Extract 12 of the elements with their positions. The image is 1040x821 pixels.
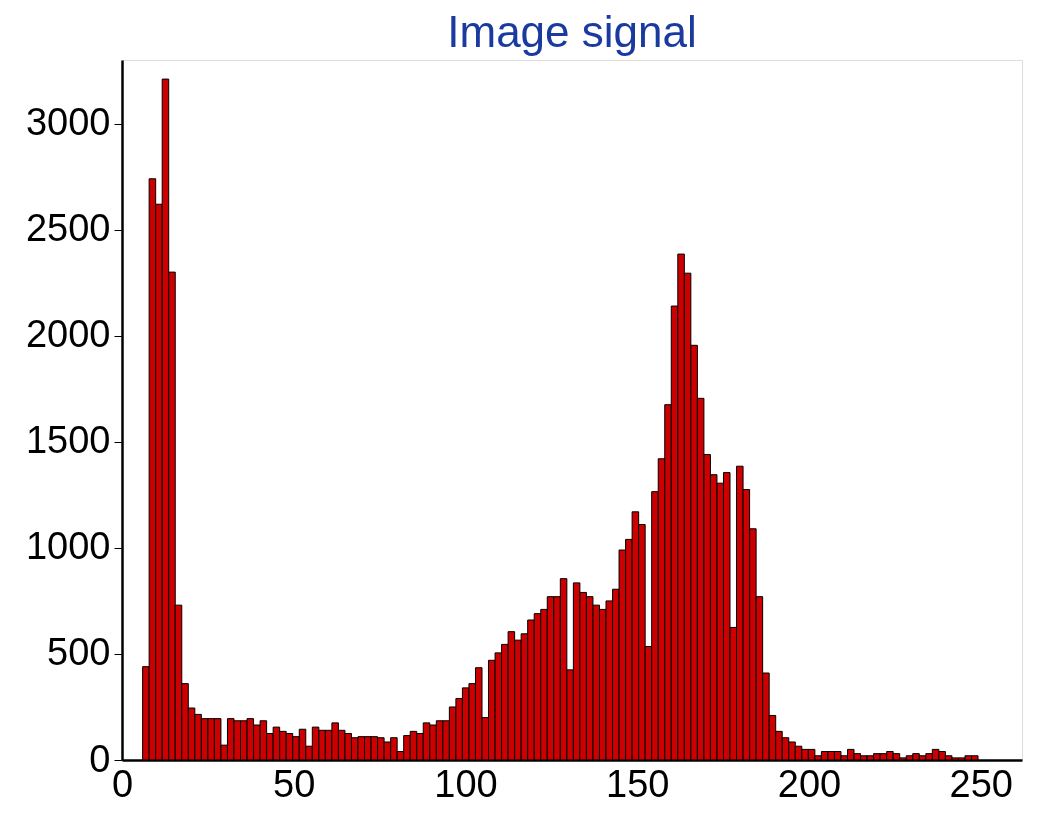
y-tick-label: 3000 — [25, 101, 111, 144]
y-tick-label: 2500 — [25, 207, 111, 250]
chart-title: Image signal — [447, 7, 697, 56]
x-tick-label: 200 — [777, 762, 842, 805]
x-tick-label: 150 — [606, 762, 670, 805]
x-tick-label: 50 — [273, 762, 316, 805]
y-tick-label: 1500 — [25, 419, 111, 462]
x-tick-label: 100 — [434, 762, 498, 805]
y-tick-label: 500 — [47, 631, 111, 674]
y-tick-label: 1000 — [25, 525, 111, 568]
x-tick-label: 250 — [949, 762, 1013, 805]
y-tick-label: 2000 — [25, 313, 111, 356]
